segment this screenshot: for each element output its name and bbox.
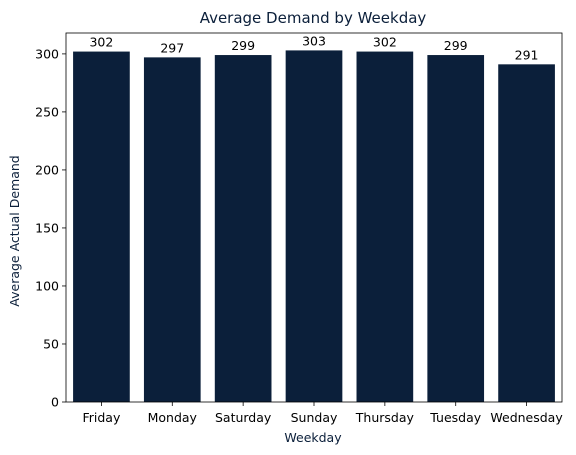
x-tick-label-saturday: Saturday (215, 410, 272, 425)
x-tick-label-thursday: Thursday (355, 410, 415, 425)
y-tick-label-250: 250 (35, 104, 59, 119)
bars-group (73, 50, 555, 403)
y-tick-label-200: 200 (35, 162, 59, 177)
plot-border (65, 32, 563, 403)
data-label-friday: 302 (89, 35, 113, 50)
x-tick-label-sunday: Sunday (291, 410, 338, 425)
x-tick-label-wednesday: Wednesday (490, 410, 563, 425)
plot-frame (65, 32, 563, 403)
y-tick-label-100: 100 (35, 278, 59, 293)
bar-thursday (356, 51, 414, 402)
data-labels-group: 302 297 299 303 302 299 291 (89, 33, 538, 62)
x-tick-label-monday: Monday (148, 410, 198, 425)
data-label-thursday: 302 (373, 35, 397, 50)
bar-sunday (285, 50, 343, 402)
bar-friday (73, 51, 130, 402)
y-axis-label: Average Actual Demand (7, 155, 22, 306)
data-label-saturday: 299 (231, 38, 255, 53)
y-tick-label-300: 300 (35, 46, 59, 61)
data-label-monday: 297 (160, 40, 184, 55)
chart-title: Average Demand by Weekday (200, 9, 427, 27)
y-axis-ticks: 0 50 100 150 200 250 300 (35, 46, 66, 410)
bar-monday (143, 57, 201, 403)
bar-wednesday (498, 64, 555, 402)
x-axis-ticks: Friday Monday Saturday Sunday Thursday Tuesda… (82, 402, 563, 425)
data-label-sunday: 303 (302, 33, 326, 48)
x-tick-label-tuesday: Tuesday (429, 410, 481, 425)
bar-tuesday (427, 55, 485, 402)
data-label-tuesday: 299 (444, 38, 468, 53)
y-tick-label-150: 150 (35, 220, 59, 235)
x-tick-label-friday: Friday (82, 410, 120, 425)
y-tick-label-50: 50 (43, 336, 59, 351)
bar-saturday (214, 55, 272, 402)
y-tick-label-0: 0 (51, 395, 59, 410)
x-axis-label: Weekday (284, 430, 342, 445)
data-label-wednesday: 291 (515, 47, 539, 62)
